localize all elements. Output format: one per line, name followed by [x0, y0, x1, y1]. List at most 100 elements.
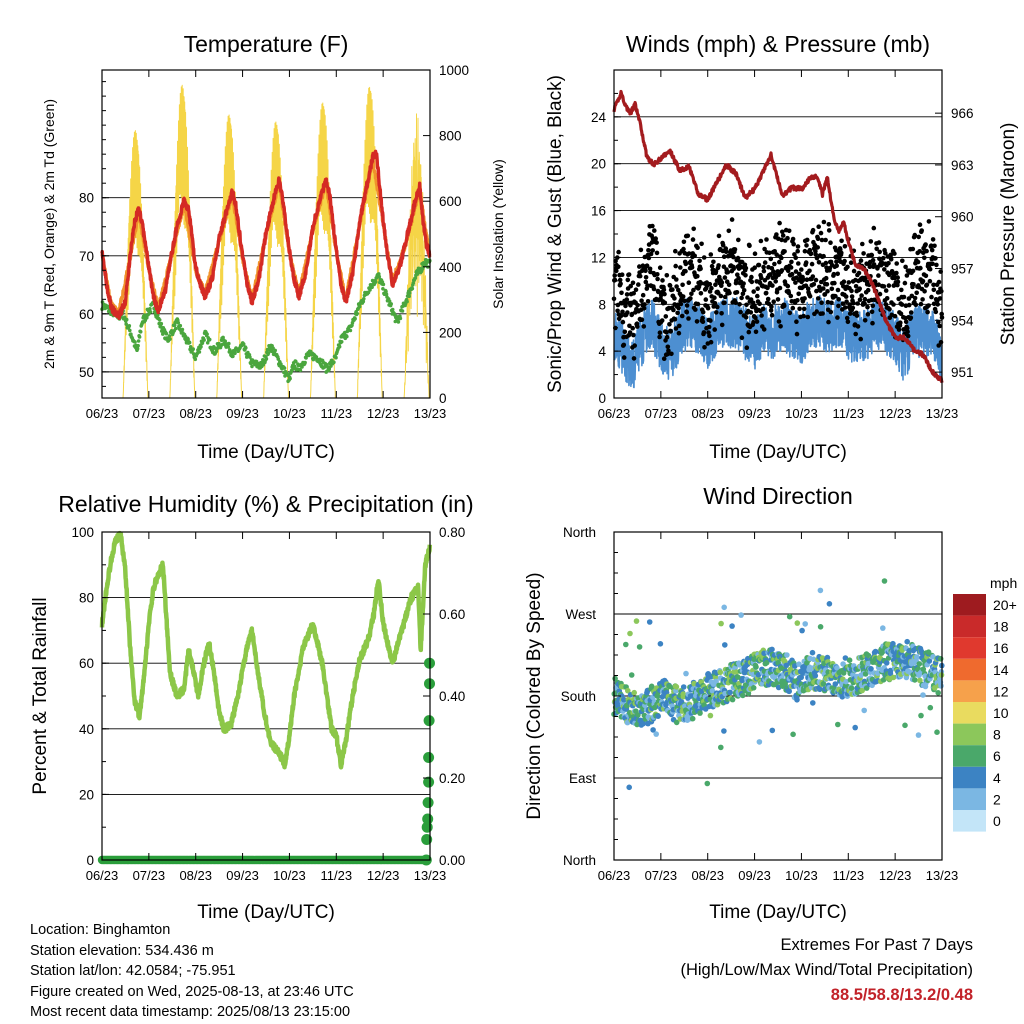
gust-point	[723, 249, 729, 254]
gust-point	[819, 300, 824, 306]
gust-point	[927, 266, 933, 272]
dewpoint-point	[368, 288, 372, 292]
gust-point	[680, 282, 685, 288]
gust-point	[844, 299, 849, 305]
gust-point	[748, 310, 754, 315]
gust-point	[635, 324, 640, 329]
gust-point	[795, 248, 800, 254]
winds-ylabel-right: Station Pressure (Maroon)	[998, 123, 1019, 346]
gust-point	[698, 281, 704, 286]
direction-point	[810, 700, 816, 706]
dewpoint-point	[381, 282, 386, 287]
gust-point	[908, 315, 914, 321]
gust-point	[804, 237, 810, 243]
direction-point	[902, 722, 908, 729]
gust-point	[749, 279, 755, 285]
precip-point	[423, 752, 435, 763]
gust-point	[663, 314, 669, 319]
gust-point	[813, 252, 818, 257]
gust-point	[718, 293, 724, 299]
gust-point	[624, 292, 630, 297]
direction-point	[920, 666, 927, 672]
dewpoint-point	[205, 332, 209, 337]
gust-point	[931, 301, 937, 307]
gust-point	[881, 255, 886, 261]
gust-point	[814, 255, 820, 261]
gust-point	[938, 340, 944, 345]
gust-point	[840, 301, 846, 307]
gust-point	[918, 301, 924, 307]
gust-point	[690, 237, 696, 242]
gust-point	[886, 260, 891, 266]
dewpoint-point	[193, 357, 198, 362]
gust-point	[824, 282, 830, 287]
dewpoint-point	[197, 350, 202, 354]
gust-point	[707, 281, 713, 287]
gust-point	[743, 273, 748, 278]
direction-point	[817, 686, 823, 693]
gust-point	[802, 248, 808, 254]
gust-point	[715, 304, 720, 310]
gust-point	[631, 332, 636, 338]
gust-point	[642, 302, 647, 307]
direction-point	[640, 720, 646, 727]
dewpoint-point	[314, 355, 319, 359]
gust-point	[892, 251, 897, 256]
x-tick-label: 06/23	[598, 868, 631, 883]
gust-point	[772, 249, 777, 254]
gust-point	[858, 336, 863, 342]
gust-point	[757, 301, 762, 307]
gust-point	[871, 262, 877, 267]
gust-point	[681, 246, 686, 252]
direction-point	[628, 672, 635, 678]
gust-point	[706, 324, 712, 330]
y-tick-label: 60	[79, 307, 94, 322]
dewpoint-point	[377, 272, 381, 276]
direction-point	[756, 739, 763, 745]
gust-point	[732, 247, 738, 252]
gust-point	[762, 260, 768, 265]
temperature-frame	[101, 69, 431, 399]
gust-point	[887, 307, 892, 312]
extremes-subtitle: (High/Low/Max Wind/Total Precipitation)	[680, 961, 973, 979]
gust-point	[839, 250, 844, 256]
gust-point	[650, 248, 655, 253]
gust-point	[688, 259, 694, 264]
direction-point	[786, 613, 793, 620]
direction-point	[691, 680, 697, 687]
gust-point	[841, 279, 847, 285]
gust-point	[912, 232, 918, 238]
dewpoint-point	[148, 310, 153, 314]
gust-point	[684, 303, 690, 308]
gust-point	[700, 309, 706, 315]
dewpoint-point	[415, 272, 420, 276]
gust-point	[829, 300, 834, 306]
direction-point	[865, 660, 871, 667]
direction-point	[683, 670, 689, 677]
gust-point	[713, 282, 718, 288]
direction-point	[790, 731, 796, 738]
x-tick-label: 12/23	[879, 406, 912, 421]
gust-point	[867, 264, 873, 270]
x-tick-label: 09/23	[226, 868, 259, 883]
x-tick-label: 13/23	[414, 868, 447, 883]
dewpoint-point	[377, 274, 382, 279]
gust-point	[695, 301, 701, 307]
wind-direction-xlabel: Time (Day/UTC)	[709, 902, 847, 923]
gust-point	[931, 287, 937, 293]
gust-point	[664, 273, 670, 278]
gust-point	[815, 236, 821, 242]
dewpoint-point	[202, 338, 206, 342]
gust-point	[652, 228, 657, 233]
gust-point	[752, 265, 757, 271]
gust-point	[753, 315, 758, 321]
direction-point	[914, 654, 920, 660]
x-tick-label: 07/23	[133, 406, 166, 421]
y-tick-label: 24	[591, 110, 607, 125]
gust-point	[638, 247, 644, 253]
dewpoint-point	[361, 299, 366, 304]
gust-point	[819, 237, 825, 243]
gust-point	[814, 309, 819, 314]
gust-point	[701, 255, 707, 260]
gust-point	[828, 309, 834, 315]
